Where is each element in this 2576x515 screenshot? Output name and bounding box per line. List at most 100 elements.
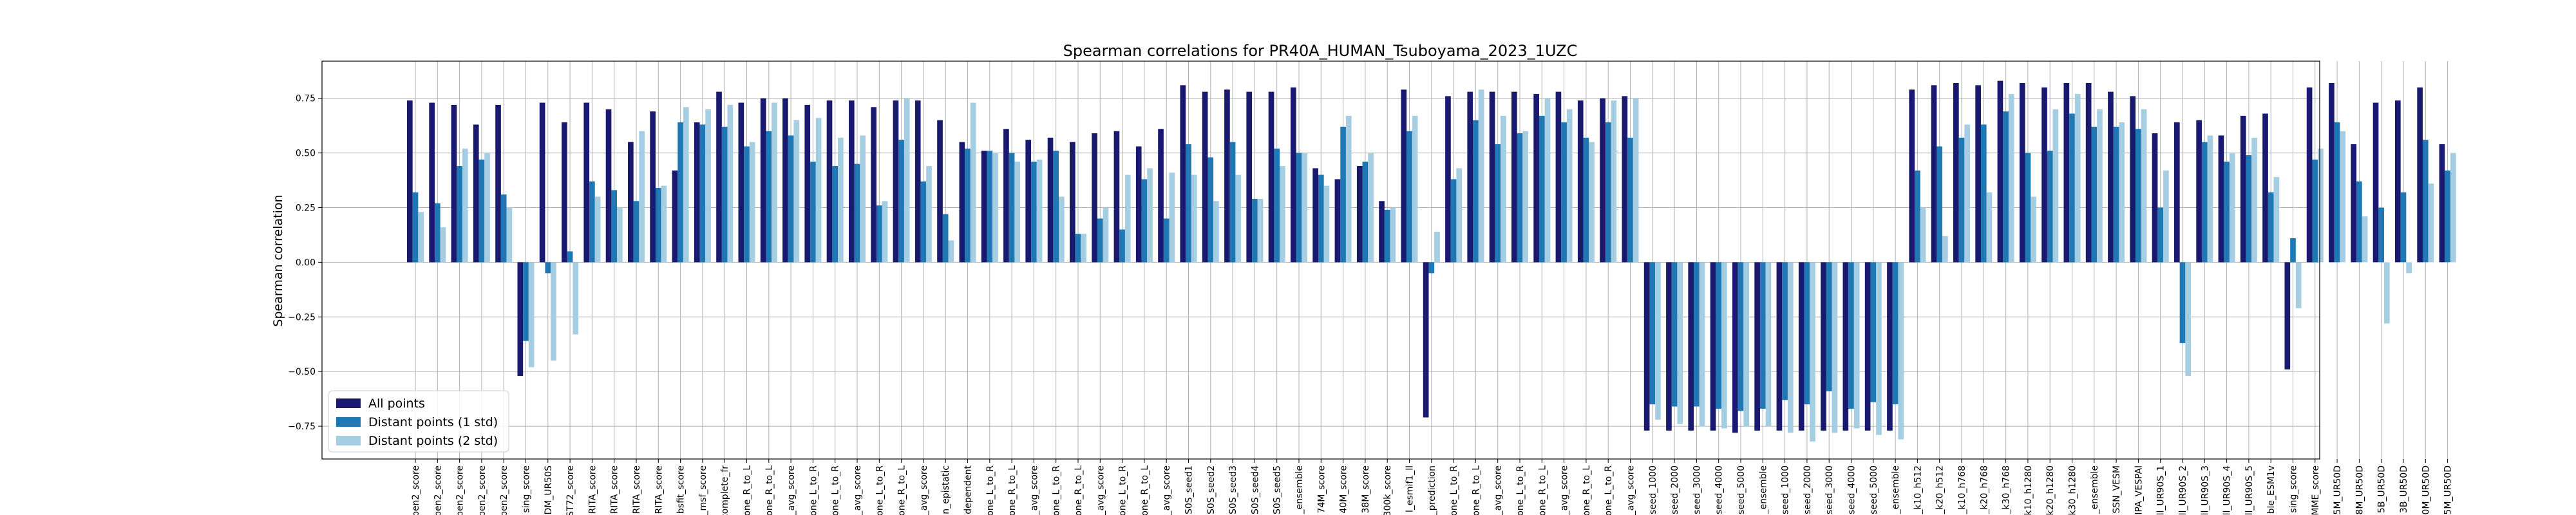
- bar-all-points-36: [1202, 91, 1208, 263]
- bar-all-points-80: [2174, 122, 2180, 263]
- bar-distant-points-2-std--57: [1677, 262, 1683, 424]
- bar-distant-points-1-std--72: [2003, 111, 2009, 263]
- bar-distant-points-2-std--60: [1743, 262, 1749, 427]
- bar-distant-points-2-std--78: [2141, 109, 2147, 263]
- x-tick-label: _k20_h512: [1935, 465, 1946, 515]
- bar-all-points-7: [562, 122, 567, 263]
- bar-all-points-23: [914, 100, 921, 263]
- bar-distant-points-2-std--12: [683, 107, 689, 263]
- bar-distant-points-1-std--54: [1605, 122, 1611, 263]
- x-tick-label: sing_score: [2289, 465, 2299, 513]
- bar-all-points-43: [1356, 165, 1363, 263]
- bars: [407, 80, 2456, 442]
- x-tick-label: dependent: [963, 465, 974, 514]
- x-tick-label: 5M_UR50D: [2443, 465, 2454, 515]
- bar-distant-points-1-std--61: [1759, 262, 1766, 409]
- bar-distant-points-2-std--89: [2384, 262, 2390, 324]
- bar-distant-points-2-std--84: [2273, 176, 2280, 263]
- x-tick-label: MME_score: [2311, 465, 2321, 515]
- bar-distant-points-2-std--56: [1655, 262, 1661, 420]
- bar-distant-points-2-std--43: [1368, 153, 1374, 263]
- y-axis-label: Spearman correlation: [271, 194, 285, 326]
- x-tick-label: _avg_score: [1493, 465, 1504, 515]
- bar-distant-points-1-std--28: [1031, 162, 1037, 263]
- bar-distant-points-1-std--9: [611, 190, 618, 263]
- bar-distant-points-2-std--2: [462, 148, 468, 263]
- bar-all-points-44: [1379, 201, 1385, 263]
- x-tick-label: one_R_to_L: [1074, 465, 1084, 515]
- bar-all-points-73: [2019, 82, 2025, 263]
- x-tick-label: lf_complete_fr: [720, 465, 730, 515]
- bar-distant-points-2-std--15: [749, 142, 755, 263]
- bar-distant-points-1-std--83: [2246, 155, 2252, 263]
- x-tick-label: _ensemble: [1891, 465, 1901, 514]
- bar-distant-points-1-std--65: [1848, 262, 1854, 409]
- x-tick-label: 5M_UR50D: [2333, 465, 2343, 515]
- bar-all-points-41: [1312, 168, 1318, 263]
- bar-all-points-42: [1334, 179, 1341, 263]
- bar-distant-points-2-std--77: [2119, 122, 2125, 263]
- x-tick-label: seed_1000: [1648, 465, 1658, 514]
- bar-distant-points-2-std--35: [1191, 174, 1197, 263]
- x-tick-label: ble_ESM1v: [2266, 465, 2277, 514]
- bar-distant-points-1-std--90: [2400, 192, 2407, 263]
- x-tick-label: n_epistatic: [941, 465, 951, 514]
- x-tick-label: ll_UR90S_5: [2244, 465, 2255, 515]
- x-tick-label: ll_UR90S_3: [2200, 465, 2210, 515]
- bar-distant-points-1-std--3: [478, 159, 485, 263]
- bar-all-points-72: [1997, 80, 2003, 263]
- bar-all-points-62: [1776, 262, 1783, 431]
- x-tick-label: pen2_score: [499, 465, 509, 515]
- bar-all-points-28: [1025, 140, 1032, 263]
- x-ticks: pen2_score pen2_score pen2_score pen2_score…: [411, 459, 2454, 515]
- legend-swatch: [336, 417, 361, 427]
- x-tick-label: _avg_score: [1029, 465, 1039, 515]
- bar-all-points-66: [1864, 262, 1871, 431]
- bar-distant-points-1-std--68: [1915, 170, 1920, 263]
- bar-distant-points-2-std--5: [528, 262, 535, 368]
- x-tick-label: one_L_to_R: [1052, 465, 1062, 515]
- bar-distant-points-1-std--36: [1208, 157, 1214, 263]
- bar-distant-points-1-std--60: [1738, 262, 1744, 411]
- x-tick-label: _ensemble: [2090, 465, 2100, 514]
- bar-all-points-59: [1710, 262, 1716, 431]
- bar-all-points-5: [517, 262, 524, 376]
- bar-distant-points-2-std--71: [1986, 192, 1993, 263]
- x-tick-label: one_L_to_R: [808, 465, 819, 515]
- x-tick-label: _k10_h512: [1913, 465, 1923, 515]
- bar-all-points-76: [2085, 82, 2092, 263]
- bar-distant-points-2-std--20: [860, 135, 866, 263]
- bar-distant-points-1-std--87: [2334, 122, 2340, 263]
- bar-all-points-45: [1401, 89, 1407, 263]
- bar-distant-points-2-std--24: [948, 240, 954, 263]
- bar-distant-points-1-std--41: [1318, 174, 1324, 263]
- bar-all-points-64: [1821, 262, 1826, 431]
- x-tick-label: _avg_score: [786, 465, 797, 515]
- bar-distant-points-1-std--13: [699, 124, 706, 263]
- bar-distant-points-2-std--64: [1832, 262, 1838, 433]
- bar-distant-points-2-std--40: [1302, 153, 1307, 263]
- x-tick-label: _k10_h768: [1957, 465, 1967, 515]
- bar-distant-points-1-std--14: [721, 126, 728, 263]
- x-tick-label: one_R_to_L: [1471, 465, 1481, 515]
- bar-distant-points-2-std--41: [1323, 185, 1330, 263]
- bar-distant-points-2-std--61: [1765, 262, 1772, 427]
- bar-distant-points-1-std--80: [2179, 262, 2186, 344]
- bar-all-points-86: [2306, 87, 2313, 263]
- bar-all-points-91: [2417, 87, 2423, 263]
- bar-all-points-33: [1135, 146, 1142, 263]
- bar-distant-points-1-std--49: [1495, 144, 1501, 263]
- bar-distant-points-2-std--3: [484, 153, 490, 263]
- bar-distant-points-2-std--66: [1876, 262, 1882, 435]
- bar-all-points-18: [804, 104, 811, 263]
- bar-distant-points-1-std--35: [1186, 144, 1191, 263]
- x-tick-label: bsfit_score: [676, 465, 687, 514]
- bar-distant-points-1-std--51: [1539, 115, 1545, 263]
- x-tick-label: seed_3000: [1692, 465, 1702, 514]
- bar-distant-points-1-std--52: [1561, 122, 1567, 263]
- x-tick-label: _avg_score: [853, 465, 863, 515]
- bar-all-points-49: [1489, 91, 1495, 263]
- bar-distant-points-1-std--81: [2201, 142, 2208, 263]
- bar-distant-points-1-std--7: [567, 251, 573, 263]
- bar-distant-points-1-std--6: [545, 262, 551, 274]
